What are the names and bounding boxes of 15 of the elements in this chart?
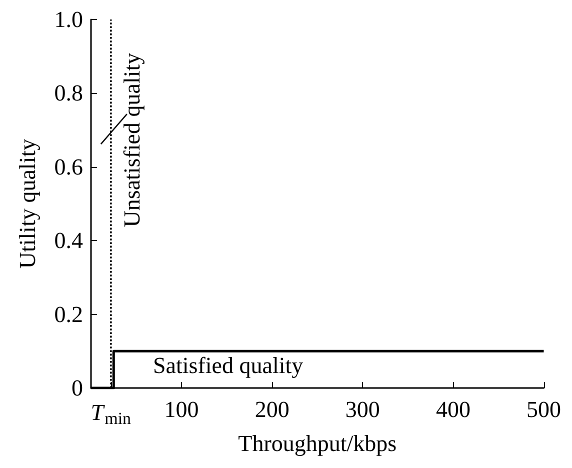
y-tick-label: 0.2 xyxy=(54,302,83,327)
y-axis-title: Utility quality xyxy=(15,138,40,269)
y-tick-label: 0.4 xyxy=(54,228,84,254)
x-tick-label: 100 xyxy=(164,397,199,422)
annotation: Satisfied quality xyxy=(153,353,304,378)
x-tick-label: 300 xyxy=(345,397,380,422)
x-tick-label: 200 xyxy=(254,397,290,422)
y-tick-label: 0.6 xyxy=(54,154,83,180)
y-tick-label: 0.8 xyxy=(54,80,83,106)
y-tick-label: 1.0 xyxy=(54,7,83,32)
x-tick-label: 500 xyxy=(526,397,561,422)
x-tick-label: 400 xyxy=(436,397,470,422)
annotation: Unsatisfied quality xyxy=(119,52,144,228)
x-axis-title: Throughput/kbps xyxy=(238,431,397,456)
y-tick-label: 0 xyxy=(72,376,83,400)
